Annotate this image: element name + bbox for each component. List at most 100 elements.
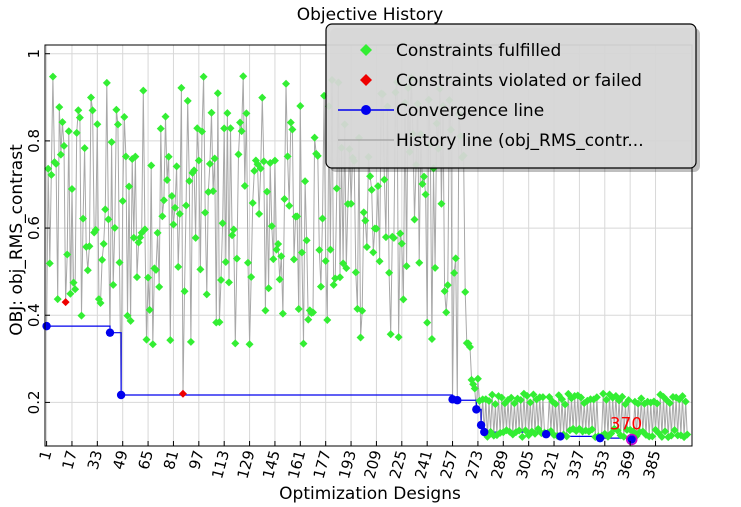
fulfilled-point: [182, 201, 191, 210]
fulfilled-point: [381, 233, 390, 242]
fulfilled-point: [423, 318, 432, 327]
legend: Constraints fulfilled Constraints violate…: [325, 23, 700, 172]
fulfilled-point: [351, 268, 360, 277]
x-tick-label: 257: [437, 448, 462, 480]
fulfilled-point: [236, 118, 245, 127]
fulfilled-point: [277, 252, 286, 261]
chart-title: Objective History: [297, 5, 444, 25]
fulfilled-point: [213, 89, 222, 98]
convergence-point: [105, 328, 115, 337]
x-tick-label: 225: [386, 448, 411, 480]
fulfilled-point: [618, 392, 627, 401]
y-axis-ticks: 0.2 0.4 0.6 0.8 1: [25, 49, 50, 414]
fulfilled-point: [207, 108, 216, 117]
x-tick-label: 385: [640, 448, 665, 480]
fulfilled-point: [347, 199, 356, 208]
fulfilled-point: [255, 209, 264, 218]
fulfilled-point: [63, 250, 72, 259]
convergence-line: [46, 325, 633, 440]
fulfilled-point: [657, 432, 666, 441]
fulfilled-point: [386, 330, 395, 339]
x-tick-label: 241: [411, 448, 436, 480]
fulfilled-point: [288, 125, 297, 134]
fulfilled-point: [171, 203, 180, 212]
fulfilled-point: [56, 150, 65, 159]
y-tick-label: 1: [25, 49, 43, 59]
fulfilled-point: [55, 103, 64, 112]
fulfilled-point: [366, 172, 375, 181]
convergence-point: [453, 396, 462, 405]
fulfilled-point: [75, 113, 84, 122]
fulfilled-point: [297, 248, 306, 257]
x-tick-label: 65: [135, 448, 157, 471]
fulfilled-point: [52, 159, 61, 168]
fulfilled-point: [196, 265, 205, 274]
fulfilled-point: [507, 393, 516, 402]
y-tick-label: 0.4: [25, 303, 43, 327]
fulfilled-point: [234, 150, 243, 159]
fulfilled-point: [451, 254, 460, 263]
fulfilled-point: [156, 124, 165, 133]
fulfilled-point: [224, 278, 233, 287]
fulfilled-point: [342, 264, 351, 273]
fulfilled-point: [270, 156, 279, 165]
fulfilled-point: [109, 280, 118, 289]
legend-label: History line (obj_RMS_contr...: [396, 131, 644, 151]
fulfilled-point: [681, 397, 690, 406]
fulfilled-point: [529, 390, 538, 399]
best-design-marker: [625, 433, 638, 446]
fulfilled-point: [142, 335, 151, 344]
convergence-point: [480, 427, 489, 437]
fulfilled-point: [521, 426, 530, 435]
fulfilled-point: [421, 190, 430, 199]
fulfilled-point: [152, 265, 161, 274]
x-tick-label: 97: [185, 448, 207, 471]
fulfilled-point: [470, 384, 479, 393]
fulfilled-point: [79, 214, 88, 223]
x-tick-label: 161: [284, 448, 309, 480]
fulfilled-point: [259, 157, 268, 166]
convergence-point: [541, 430, 551, 439]
fulfilled-point: [229, 225, 238, 234]
fulfilled-point: [48, 72, 57, 81]
legend-diamond-icon: [360, 44, 372, 56]
x-tick-label: 81: [160, 448, 182, 471]
fulfilled-point: [431, 263, 440, 272]
fulfilled-point: [301, 177, 310, 186]
fulfilled-point: [145, 305, 154, 314]
fulfilled-point: [248, 198, 257, 207]
fulfilled-point: [155, 282, 164, 291]
fulfilled-point: [302, 236, 311, 245]
legend-entry: Constraints fulfilled: [360, 41, 561, 61]
fulfilled-point: [299, 339, 308, 348]
x-axis-ticks: 1 17 33 49 65 81 97 113 129 145 161 177 193 209 225 241…: [36, 441, 665, 481]
convergence-point: [42, 321, 51, 331]
x-tick-label: 113: [208, 448, 233, 480]
fulfilled-point: [242, 109, 251, 118]
fulfilled-point: [294, 305, 303, 314]
fulfilled-point: [201, 208, 210, 217]
x-tick-label: 33: [84, 448, 106, 471]
fulfilled-point: [683, 430, 692, 439]
fulfilled-point: [147, 161, 156, 170]
fulfilled-point: [308, 308, 317, 317]
fulfilled-point: [217, 276, 226, 285]
fulfilled-point: [497, 393, 506, 402]
fulfilled-point: [515, 426, 524, 435]
fulfilled-point: [491, 400, 500, 409]
fulfilled-point: [158, 212, 167, 221]
fulfilled-point: [172, 162, 181, 171]
fulfilled-point: [304, 315, 313, 324]
fulfilled-point: [228, 231, 237, 240]
fulfilled-point: [240, 181, 249, 190]
fulfilled-point: [394, 333, 403, 342]
fulfilled-point: [161, 112, 170, 121]
fulfilled-point: [402, 262, 411, 271]
fulfilled-point: [194, 156, 203, 165]
fulfilled-point: [619, 432, 628, 441]
fulfilled-point: [112, 105, 121, 114]
x-tick-label: 145: [259, 448, 284, 480]
legend-entry: Constraints violated or failed: [360, 71, 642, 91]
fulfilled-point: [267, 222, 276, 231]
fulfilled-point: [678, 392, 687, 401]
